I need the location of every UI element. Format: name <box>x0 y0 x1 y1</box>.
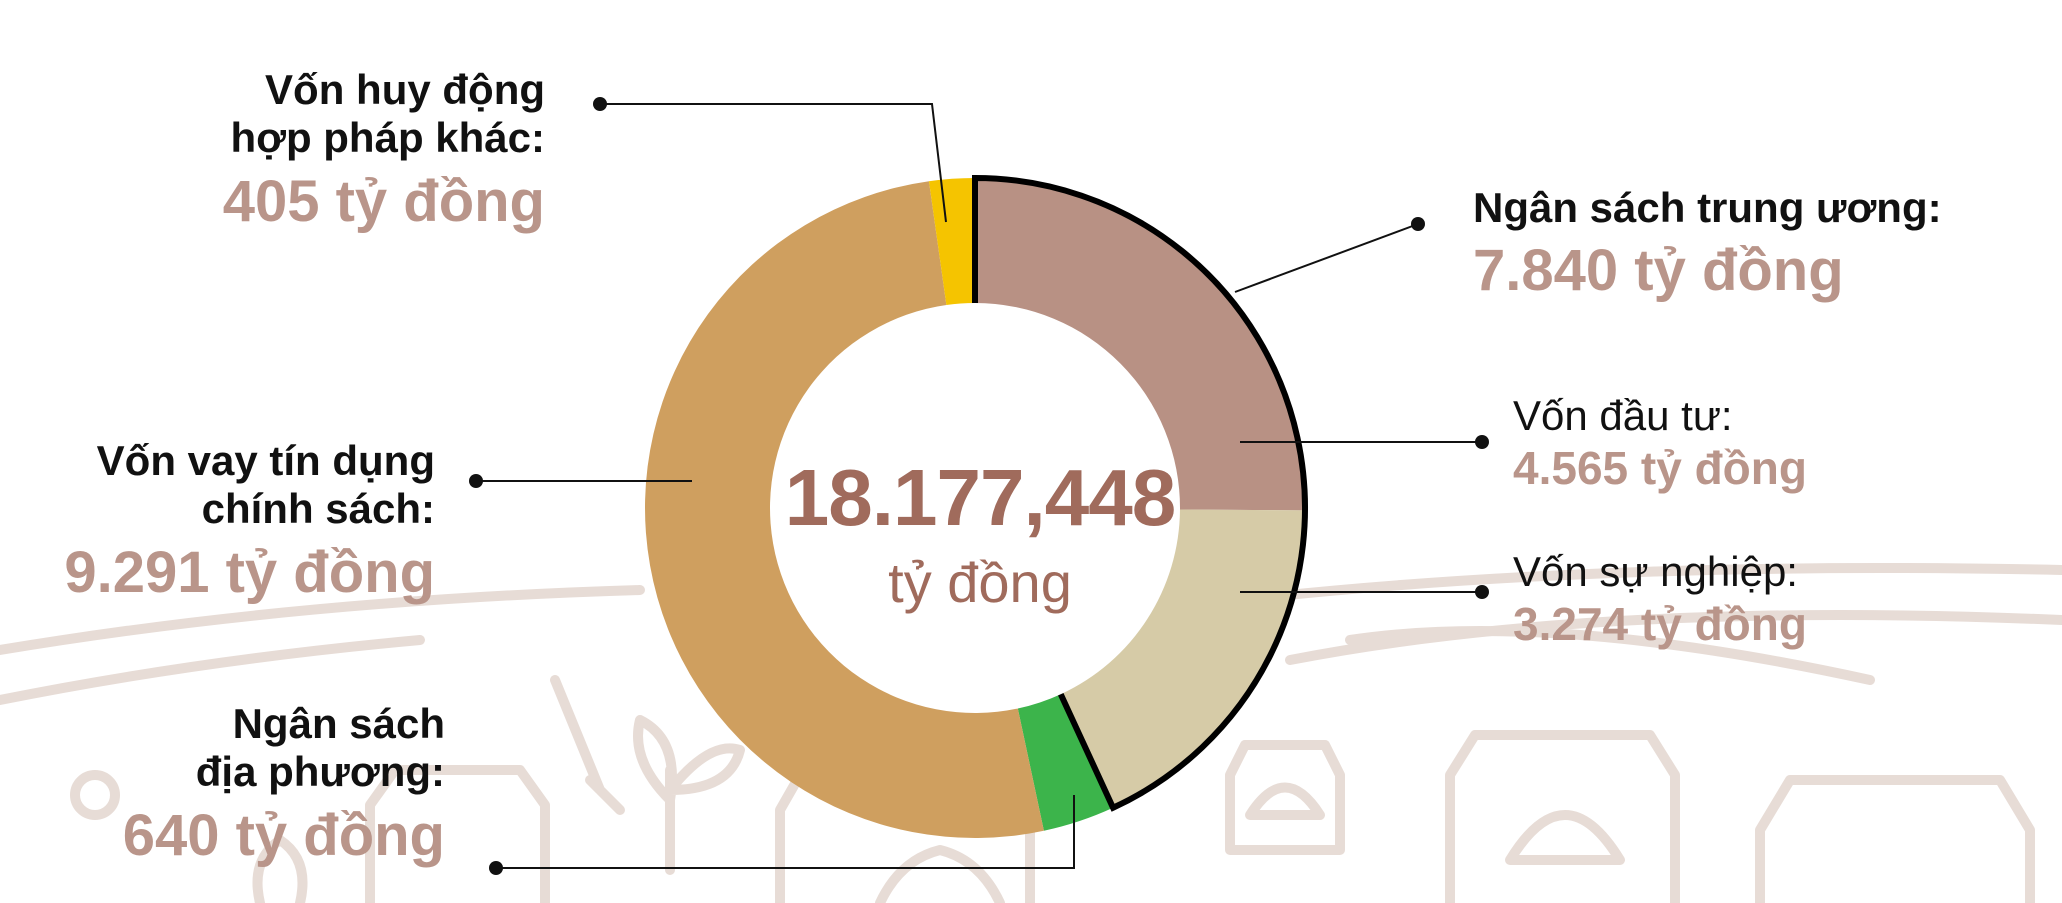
total-unit: tỷ đồng <box>888 551 1072 614</box>
label-value: 640 tỷ đồng <box>122 802 445 868</box>
label-value: 9.291 tỷ đồng <box>64 539 435 605</box>
hill-line <box>875 845 1005 903</box>
label-value: 405 tỷ đồng <box>222 168 545 234</box>
label-name: Ngân sách trung ương: <box>1473 184 1942 231</box>
label-value: 3.274 tỷ đồng <box>1513 598 1807 651</box>
total-value: 18.177,448 <box>784 453 1176 542</box>
label-dau-tu: Vốn đầu tư: 4.565 tỷ đồng <box>1513 392 1993 495</box>
house-icon <box>1755 775 2035 903</box>
hill-line <box>1285 610 2062 665</box>
hill-line <box>1345 626 1875 685</box>
label-name: chính sách: <box>201 485 435 533</box>
label-value: 4.565 tỷ đồng <box>1513 442 1807 495</box>
leader-trung-uong-dot <box>1411 217 1425 231</box>
slice-von-dau-tu <box>975 178 1305 511</box>
hill-line <box>0 635 425 705</box>
dome-icon <box>1505 810 1625 865</box>
house-icon <box>365 765 550 903</box>
label-name: Vốn vay tín dụng <box>96 437 435 484</box>
leader-su-nghiep-dot <box>1475 585 1489 599</box>
plant-icon <box>633 715 745 875</box>
chart-total: 18.177,448 tỷ đồng <box>780 452 1180 615</box>
label-name: Ngân sách <box>232 700 445 747</box>
sun-icon <box>70 770 120 820</box>
label-name: Vốn sự nghiệp: <box>1513 548 1798 595</box>
plant-icon <box>252 835 308 903</box>
label-dia-phuong: Ngân sách địa phương: 640 tỷ đồng <box>60 700 445 869</box>
slice-von-huy-dong-khac <box>928 178 975 306</box>
slice-von-vay-tin-dung <box>645 181 1044 838</box>
label-name: Vốn đầu tư: <box>1513 392 1733 439</box>
label-su-nghiep: Vốn sự nghiệp: 3.274 tỷ đồng <box>1513 548 1993 651</box>
label-trung-uong: Ngân sách trung ương: 7.840 tỷ đồng <box>1473 184 2033 305</box>
label-vay-tin-dung: Vốn vay tín dụng chính sách: 9.291 tỷ đồ… <box>30 437 435 606</box>
label-huy-dong: Vốn huy động hợp pháp khác: 405 tỷ đồng <box>150 66 545 235</box>
hill-line <box>1235 563 2062 605</box>
tool-icon <box>550 675 625 815</box>
hill-line <box>0 585 645 655</box>
slice-von-su-nghiep <box>1060 509 1305 808</box>
leader-huy-dong-dot <box>593 97 607 111</box>
slice-ngan-sach-dia-phuong <box>1017 694 1114 831</box>
label-value: 7.840 tỷ đồng <box>1473 238 1844 304</box>
leader-huy-dong <box>600 103 947 223</box>
slice-ngan-sach-trung-uong-outline <box>972 174 1308 812</box>
label-name: Vốn huy động <box>265 66 545 113</box>
house-icon <box>1445 730 1680 903</box>
dome-icon <box>1245 782 1325 820</box>
house-icon <box>1225 740 1345 855</box>
leader-dia-phuong <box>496 795 1075 869</box>
leader-trung-uong <box>1234 223 1419 293</box>
label-name: hợp pháp khác: <box>230 114 545 162</box>
label-name: địa phương: <box>195 748 445 796</box>
leader-vay-tin-dung-dot <box>469 474 483 488</box>
leader-dia-phuong-dot <box>489 861 503 875</box>
leader-dau-tu-dot <box>1475 435 1489 449</box>
